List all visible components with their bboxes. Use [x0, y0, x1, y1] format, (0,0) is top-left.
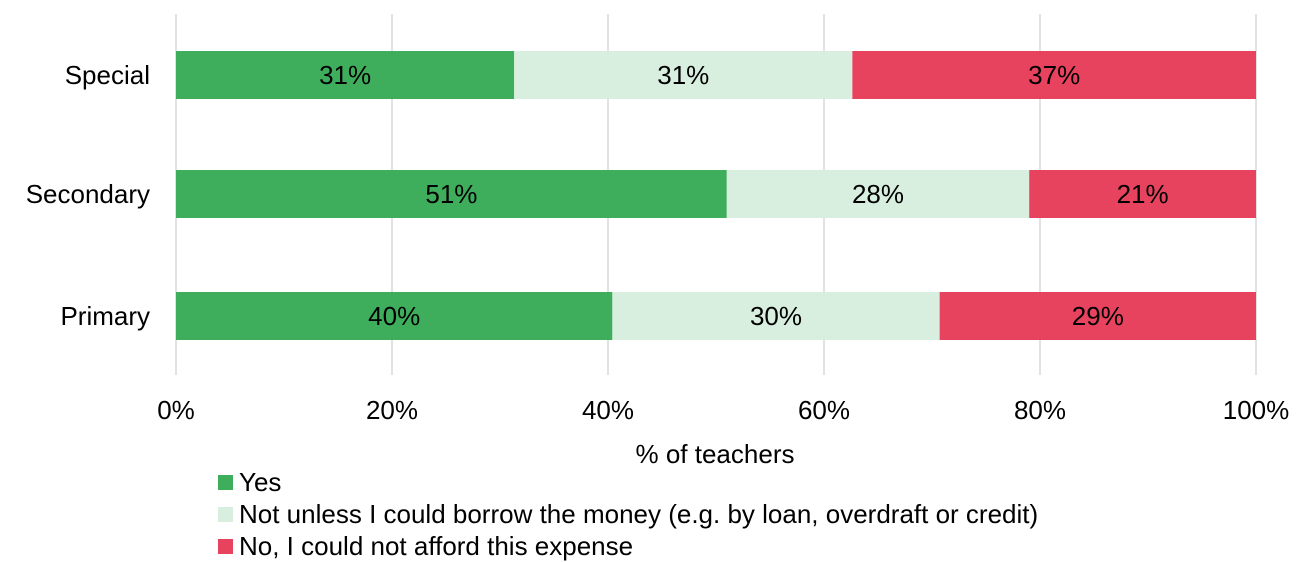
stacked-bar-chart: 31% 31% 37% 51% 28% 21% 40% 30% 29% Special Secon… — [26, 14, 1289, 469]
data-label: 51% — [425, 179, 477, 209]
x-tick-label: 80% — [1014, 395, 1066, 425]
category-label: Special — [65, 60, 150, 90]
x-tick-label: 0% — [157, 395, 195, 425]
data-label: 21% — [1117, 179, 1169, 209]
x-axis-title: % of teachers — [636, 439, 795, 469]
category-labels: Special Secondary Primary — [26, 60, 150, 331]
bar-segment — [939, 292, 1256, 340]
x-tick-label: 100% — [1223, 395, 1290, 425]
legend-swatch — [218, 506, 233, 522]
legend: Yes Not unless I could borrow the money (… — [218, 466, 1038, 562]
legend-item: No, I could not afford this expense — [218, 530, 1038, 562]
data-label: 40% — [368, 301, 420, 331]
data-label: 29% — [1072, 301, 1124, 331]
legend-label: No, I could not afford this expense — [239, 531, 634, 561]
bar-segment — [514, 51, 853, 99]
bar-segment — [612, 292, 940, 340]
legend-item: Yes — [218, 466, 1038, 498]
bar-segment — [852, 51, 1256, 99]
x-tick-label: 60% — [798, 395, 850, 425]
data-label: 31% — [319, 60, 371, 90]
bar-segment — [726, 170, 1030, 218]
legend-label: Not unless I could borrow the money (e.g… — [239, 499, 1039, 529]
data-label: 31% — [657, 60, 709, 90]
category-label: Secondary — [26, 179, 150, 209]
bars: 31% 31% 37% 51% 28% 21% 40% 30% 29% — [176, 51, 1256, 340]
legend-swatch — [218, 474, 233, 490]
legend-label: Yes — [239, 467, 282, 497]
bar-segment — [176, 51, 515, 99]
data-label: 30% — [750, 301, 802, 331]
x-tick-label: 20% — [366, 395, 418, 425]
bar-segment — [176, 170, 727, 218]
bar-segment — [176, 292, 613, 340]
data-label: 28% — [852, 179, 904, 209]
category-label: Primary — [60, 301, 150, 331]
legend-swatch — [218, 538, 233, 554]
bar-segment — [1029, 170, 1256, 218]
data-label: 37% — [1028, 60, 1080, 90]
x-tick-labels: 0% 20% 40% 60% 80% 100% — [157, 395, 1289, 425]
legend-item: Not unless I could borrow the money (e.g… — [218, 498, 1038, 530]
x-tick-label: 40% — [582, 395, 634, 425]
